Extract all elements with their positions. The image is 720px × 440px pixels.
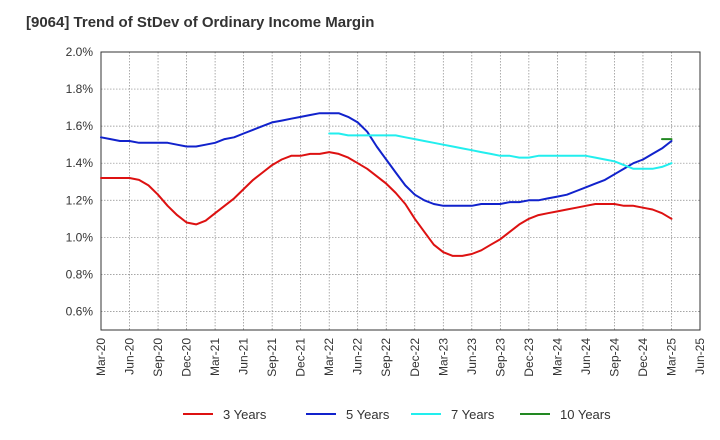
x-tick-label: Jun-23: [465, 338, 479, 375]
series-line-5-years: [100, 112, 673, 207]
y-axis: 0.6% 0.8% 1.0% 1.2% 1.4% 1.6% 1.8% 2.0%: [66, 45, 94, 318]
legend-label: 3 Years: [223, 407, 267, 422]
y-tick-label: 2.0%: [66, 45, 94, 59]
x-tick-label: Jun-20: [123, 338, 137, 375]
y-tick-label: 0.8%: [66, 267, 94, 281]
y-tick-label: 1.4%: [66, 156, 94, 170]
x-tick-label: Jun-22: [351, 338, 365, 375]
x-tick-label: Mar-20: [94, 338, 108, 376]
plot-area-frame: [100, 51, 701, 331]
series-lines: [100, 112, 673, 257]
x-tick-label: Mar-24: [550, 338, 564, 376]
x-tick-label: Mar-21: [208, 338, 222, 376]
y-tick-label: 1.0%: [66, 230, 94, 244]
y-tick-label: 1.6%: [66, 119, 94, 133]
legend-label: 10 Years: [560, 407, 611, 422]
x-tick-label: Jun-25: [693, 338, 707, 375]
x-tick-label: Dec-21: [294, 338, 308, 377]
y-tick-label: 0.6%: [66, 304, 94, 318]
x-tick-label: Mar-25: [664, 338, 678, 376]
chart-title: [9064] Trend of StDev of Ordinary Income…: [26, 14, 375, 31]
legend-label: 7 Years: [451, 407, 495, 422]
x-tick-label: Sep-21: [265, 338, 279, 377]
x-tick-label: Dec-22: [408, 338, 422, 377]
x-tick-label: Sep-24: [607, 338, 621, 377]
y-tick-label: 1.2%: [66, 193, 94, 207]
series-line-7-years: [328, 132, 673, 170]
x-tick-label: Sep-20: [151, 338, 165, 377]
legend-label: 5 Years: [346, 407, 390, 422]
series-line-3-years: [100, 151, 673, 257]
grid-lines: [100, 51, 701, 331]
x-tick-label: Dec-24: [636, 338, 650, 377]
x-tick-label: Sep-23: [493, 338, 507, 377]
y-tick-label: 1.8%: [66, 82, 94, 96]
x-tick-label: Jun-24: [579, 338, 593, 375]
x-tick-label: Jun-21: [237, 338, 251, 375]
legend: 3 Years 5 Years 7 Years 10 Years: [183, 407, 611, 422]
x-tick-label: Mar-23: [436, 338, 450, 376]
x-tick-label: Dec-20: [180, 338, 194, 377]
x-tick-label: Dec-23: [522, 338, 536, 377]
x-tick-label: Mar-22: [322, 338, 336, 376]
x-tick-label: Sep-22: [379, 338, 393, 377]
x-axis: Mar-20 Jun-20 Sep-20 Dec-20 Mar-21 Jun-21 Sep-…: [94, 338, 707, 377]
